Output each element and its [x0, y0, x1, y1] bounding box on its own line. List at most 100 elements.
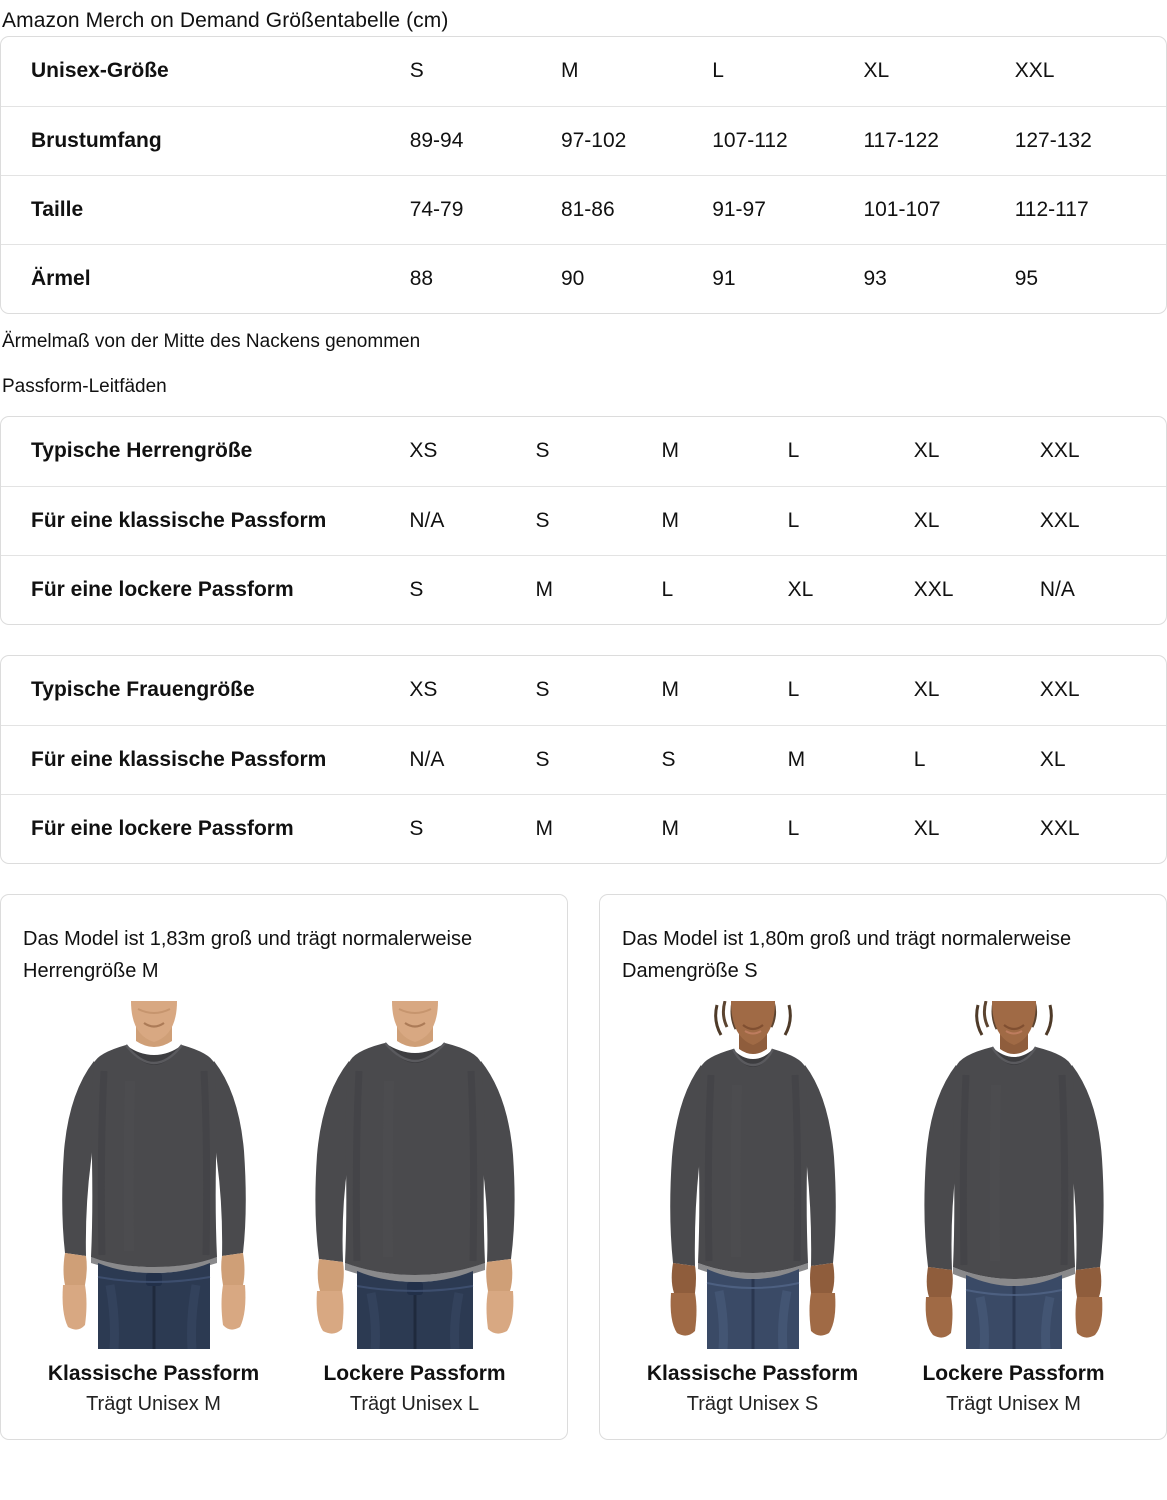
cell-womens-classic-m: S	[661, 724, 788, 794]
column-header-xl: XL	[863, 59, 890, 83]
cell-womens-relaxed-l: L	[787, 793, 914, 863]
row-label-mens-relaxed-fit: Für eine lockere Passform	[1, 554, 410, 624]
male-classic-figure-wrap	[23, 1001, 284, 1349]
table-row: Ärmel 88 90 91 93 95	[1, 243, 1166, 313]
column-header-s: S	[535, 439, 550, 463]
column-header-xs: XS	[409, 678, 438, 702]
female-relaxed-figure-wrap	[883, 1001, 1144, 1349]
table-row: Taille 74-79 81-86 91-97 101-107 112-117	[1, 174, 1166, 244]
column-header-xl: XL	[913, 678, 940, 702]
table-row: Für eine klassische Passform N/A S S M L…	[1, 724, 1166, 794]
cell-womens-relaxed-xs: S	[409, 793, 536, 863]
male-model-relaxed-fit-image	[298, 1001, 531, 1349]
row-label-mens-classic-fit: Für eine klassische Passform	[1, 485, 410, 555]
column-header-xxl: XXL	[1014, 59, 1055, 83]
cell-sleeve-m: 90	[560, 243, 713, 313]
row-label-womens-classic-fit: Für eine klassische Passform	[1, 724, 410, 794]
womens-fit-guide-card: Typische Frauengröße XS S M L XL XXL Für…	[0, 655, 1167, 864]
table-row-header: Typische Frauengröße XS S M L XL XXL	[1, 656, 1166, 725]
female-classic-wears-label: Trägt Unisex S	[686, 1393, 819, 1415]
column-header-l: L	[787, 678, 800, 702]
cell-mens-classic-xxl: XXL	[1039, 485, 1166, 555]
cell-womens-classic-xxl: XL	[1039, 724, 1166, 794]
cell-chest-m: 97-102	[560, 105, 713, 175]
cell-womens-relaxed-s: M	[535, 793, 662, 863]
row-label-chest: Brustumfang	[1, 105, 410, 175]
unisex-size-table-card: Unisex-Größe S M L XL XXL Brustumfang 89…	[0, 36, 1167, 314]
mens-fit-guide-card: Typische Herrengröße XS S M L XL XXL Für…	[0, 416, 1167, 625]
cell-waist-s: 74-79	[409, 174, 561, 244]
cell-mens-relaxed-s: M	[535, 554, 662, 624]
model-panels-row: Das Model ist 1,83m groß und trägt norma…	[0, 894, 1167, 1440]
female-model-classic-fit-image	[640, 1001, 865, 1349]
row-label-typical-mens-size: Typische Herrengröße	[31, 439, 253, 463]
cell-mens-relaxed-xxl: N/A	[1039, 554, 1166, 624]
column-header-s: S	[535, 678, 550, 702]
column-header-m: M	[661, 678, 680, 702]
cell-womens-relaxed-xl: XL	[913, 793, 1040, 863]
male-model-description: Das Model ist 1,83m groß und trägt norma…	[23, 928, 473, 982]
cell-mens-classic-l: L	[787, 485, 914, 555]
cell-waist-l: 91-97	[712, 174, 864, 244]
cell-sleeve-xxl: 95	[1014, 243, 1166, 313]
female-relaxed-caption: Lockere Passform Trägt Unisex M	[883, 1359, 1144, 1419]
row-label-waist: Taille	[1, 174, 410, 244]
cell-waist-xxl: 112-117	[1014, 174, 1166, 244]
sleeve-measurement-note: Ärmelmaß von der Mitte des Nackens genom…	[2, 331, 421, 352]
womens-fit-guide-table: Typische Frauengröße XS S M L XL XXL Für…	[1, 656, 1166, 863]
column-header-label: Unisex-Größe	[31, 59, 169, 83]
female-relaxed-wears-label: Trägt Unisex M	[946, 1393, 1081, 1415]
cell-chest-s: 89-94	[409, 105, 561, 175]
female-classic-fit-label: Klassische Passform	[646, 1362, 859, 1385]
cell-mens-classic-xs: N/A	[409, 485, 536, 555]
male-relaxed-caption: Lockere Passform Trägt Unisex L	[284, 1359, 545, 1419]
female-classic-caption: Klassische Passform Trägt Unisex S	[622, 1359, 883, 1419]
cell-womens-classic-l: M	[787, 724, 914, 794]
cell-waist-xl: 101-107	[863, 174, 1015, 244]
male-relaxed-figure-wrap	[284, 1001, 545, 1349]
cell-womens-relaxed-xxl: XXL	[1039, 793, 1166, 863]
column-header-m: M	[661, 439, 680, 463]
cell-mens-relaxed-xl: XXL	[913, 554, 1040, 624]
cell-sleeve-l: 91	[712, 243, 864, 313]
table-row-header: Unisex-Größe S M L XL XXL	[1, 37, 1166, 106]
column-header-xxl: XXL	[1039, 678, 1080, 702]
column-header-m: M	[560, 59, 579, 83]
cell-waist-m: 81-86	[560, 174, 713, 244]
row-label-womens-relaxed-fit: Für eine lockere Passform	[1, 793, 410, 863]
cell-womens-classic-xs: N/A	[409, 724, 536, 794]
cell-mens-classic-m: M	[661, 485, 788, 555]
cell-mens-relaxed-l: XL	[787, 554, 914, 624]
male-relaxed-fit-label: Lockere Passform	[323, 1362, 506, 1385]
column-header-s: S	[409, 59, 424, 83]
cell-chest-xxl: 127-132	[1014, 105, 1166, 175]
female-figure-captions: Klassische Passform Trägt Unisex S Locke…	[622, 1359, 1144, 1419]
row-label-typical-womens-size: Typische Frauengröße	[31, 678, 255, 702]
female-model-panel: Das Model ist 1,80m groß und trägt norma…	[599, 894, 1167, 1440]
column-header-l: L	[787, 439, 800, 463]
male-model-panel: Das Model ist 1,83m groß und trägt norma…	[0, 894, 568, 1440]
cell-mens-classic-xl: XL	[913, 485, 1040, 555]
cell-womens-classic-s: S	[535, 724, 662, 794]
column-header-l: L	[712, 59, 724, 83]
male-relaxed-wears-label: Trägt Unisex L	[349, 1393, 480, 1415]
fit-guides-heading: Passform-Leitfäden	[2, 376, 167, 397]
column-header-xs: XS	[409, 439, 438, 463]
table-row: Für eine lockere Passform S M L XL XXL N…	[1, 554, 1166, 624]
cell-womens-relaxed-m: M	[661, 793, 788, 863]
male-classic-wears-label: Trägt Unisex M	[86, 1393, 221, 1415]
male-classic-caption: Klassische Passform Trägt Unisex M	[23, 1359, 284, 1419]
cell-mens-classic-s: S	[535, 485, 662, 555]
cell-womens-classic-xl: L	[913, 724, 1040, 794]
column-header-xxl: XXL	[1039, 439, 1080, 463]
cell-mens-relaxed-xs: S	[409, 554, 536, 624]
male-classic-fit-label: Klassische Passform	[47, 1362, 260, 1385]
male-figure-captions: Klassische Passform Trägt Unisex M Locke…	[23, 1359, 545, 1419]
female-relaxed-fit-label: Lockere Passform	[922, 1362, 1105, 1385]
cell-sleeve-xl: 93	[863, 243, 1015, 313]
column-header-xl: XL	[913, 439, 940, 463]
cell-chest-xl: 117-122	[863, 105, 1015, 175]
female-classic-figure-wrap	[622, 1001, 883, 1349]
mens-fit-guide-table: Typische Herrengröße XS S M L XL XXL Für…	[1, 417, 1166, 624]
